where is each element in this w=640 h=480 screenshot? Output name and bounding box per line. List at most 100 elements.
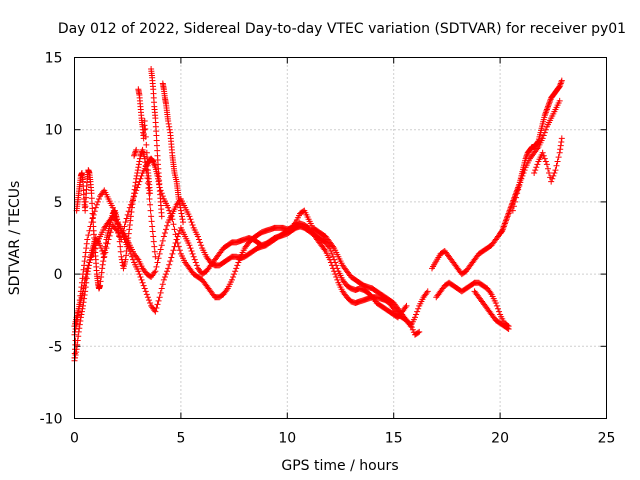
data-point	[164, 268, 171, 275]
data-point	[142, 133, 149, 140]
data-point	[546, 99, 553, 106]
data-point	[148, 213, 155, 220]
data-point	[81, 258, 88, 265]
data-point	[161, 273, 168, 280]
data-point	[542, 109, 549, 116]
data-point	[147, 201, 154, 208]
data-point	[154, 172, 161, 179]
data-point	[90, 211, 97, 218]
data-point	[75, 309, 82, 316]
data-point	[93, 201, 100, 208]
data-point	[78, 311, 85, 318]
data-point	[550, 172, 557, 179]
data-point	[235, 259, 242, 266]
data-point	[557, 142, 564, 149]
data-point	[333, 262, 340, 269]
data-point	[128, 253, 135, 260]
data-point	[97, 282, 104, 289]
data-point	[111, 208, 118, 215]
data-point	[539, 135, 546, 142]
data-point	[499, 227, 506, 234]
data-point	[115, 224, 122, 231]
data-point	[176, 247, 183, 254]
data-point	[411, 314, 418, 321]
data-point	[494, 305, 501, 312]
data-point	[137, 273, 144, 280]
data-point	[127, 217, 134, 224]
data-point	[146, 196, 153, 203]
data-point	[557, 81, 564, 88]
data-point	[402, 304, 409, 311]
data-point	[121, 223, 128, 230]
data-point	[172, 240, 179, 247]
data-point	[83, 240, 90, 247]
data-point	[125, 230, 132, 237]
data-point	[72, 351, 79, 358]
data-point	[153, 142, 160, 149]
data-point	[502, 219, 509, 226]
data-point	[557, 80, 564, 87]
data-point	[186, 213, 193, 220]
data-point	[158, 213, 165, 220]
data-point	[175, 196, 182, 203]
data-point	[80, 271, 87, 278]
data-point	[166, 123, 173, 130]
data-point	[165, 204, 172, 211]
data-point	[118, 253, 125, 260]
data-point	[89, 200, 96, 207]
data-point	[544, 165, 551, 172]
data-point	[101, 250, 108, 257]
data-point	[178, 210, 185, 217]
data-point	[558, 138, 565, 145]
data-point	[89, 205, 96, 212]
data-point	[134, 170, 141, 177]
data-point	[133, 146, 140, 153]
data-point	[99, 265, 106, 272]
data-point	[523, 152, 530, 159]
data-point	[78, 308, 85, 315]
data-point	[127, 213, 134, 220]
data-point	[123, 252, 130, 259]
data-point	[150, 233, 157, 240]
data-point	[502, 217, 509, 224]
plot-frame	[74, 57, 607, 419]
data-point	[416, 328, 423, 335]
data-point	[116, 238, 123, 245]
data-point	[558, 79, 565, 86]
x-tick-label: 25	[598, 431, 616, 447]
data-point	[403, 302, 410, 309]
data-point	[124, 211, 131, 218]
data-point	[540, 152, 547, 159]
data-points	[71, 66, 565, 364]
data-point	[130, 256, 137, 263]
data-point	[190, 253, 197, 260]
data-point	[72, 328, 79, 335]
y-tick-label: 15	[45, 51, 63, 67]
data-point	[188, 247, 195, 254]
data-point	[84, 265, 91, 272]
data-point	[413, 311, 420, 318]
data-point	[140, 282, 147, 289]
data-point	[543, 106, 550, 113]
data-point	[514, 185, 521, 192]
data-point	[72, 337, 79, 344]
data-point	[556, 97, 563, 104]
data-point	[134, 167, 141, 174]
data-point	[78, 279, 85, 286]
data-point	[542, 158, 549, 165]
data-point	[415, 305, 422, 312]
data-point	[493, 302, 500, 309]
x-tick-label: 15	[385, 431, 403, 447]
data-point	[189, 222, 196, 229]
data-point	[73, 349, 80, 356]
data-point	[334, 276, 341, 283]
data-point	[102, 243, 109, 250]
data-point	[557, 146, 564, 153]
data-point	[150, 238, 157, 245]
data-point	[121, 236, 128, 243]
data-point	[513, 194, 520, 201]
data-point	[152, 253, 159, 260]
data-point	[165, 118, 172, 125]
data-point	[155, 255, 162, 262]
